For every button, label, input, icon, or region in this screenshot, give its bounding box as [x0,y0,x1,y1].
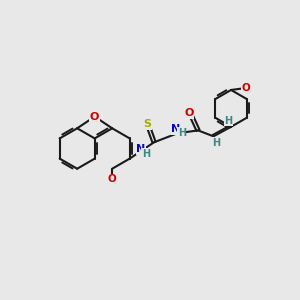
Text: N: N [136,144,146,154]
Text: H: H [224,116,232,126]
Text: H: H [178,128,186,138]
Text: O: O [108,174,117,184]
Text: O: O [184,108,194,118]
Text: H: H [212,138,220,148]
Text: O: O [242,83,250,94]
Text: S: S [143,119,151,129]
Text: H: H [142,149,150,159]
Text: O: O [90,112,99,122]
Text: N: N [171,124,180,134]
